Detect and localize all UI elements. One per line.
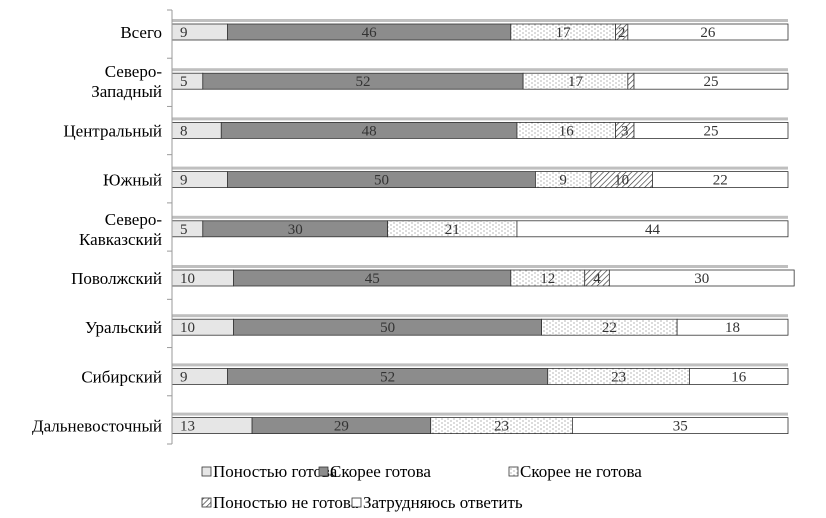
data-label: 22: [602, 320, 617, 336]
bar-segment: [689, 367, 789, 385]
legend-swatch: [201, 466, 212, 477]
legend-label: Скорее готова: [330, 462, 431, 481]
legend-swatch: [201, 497, 212, 508]
data-label: 26: [700, 25, 716, 41]
data-label: 50: [380, 320, 395, 336]
data-label: 23: [611, 369, 626, 385]
bar-shadow: [172, 19, 788, 22]
data-label: 50: [374, 173, 389, 189]
bar-shadow: [172, 265, 788, 268]
category-label: Сибирский: [81, 367, 162, 386]
bar-shadow: [172, 68, 788, 72]
bar-segment: [516, 220, 789, 238]
data-label: 9: [180, 369, 188, 385]
bar-segment: [652, 171, 789, 189]
data-label: 3: [621, 123, 629, 139]
data-label: 9: [180, 25, 188, 41]
legend-label: Скорее не готова: [520, 462, 642, 481]
data-label: 9: [559, 173, 567, 189]
bar-shadow: [172, 363, 788, 367]
bar-segment: [633, 122, 789, 139]
category-label: Северо-Кавказский: [79, 210, 162, 249]
data-label: 12: [540, 271, 555, 287]
data-label: 30: [694, 271, 709, 287]
category-label: Уральский: [85, 318, 162, 337]
bar-segment: [572, 417, 789, 435]
data-label: 45: [365, 271, 380, 287]
data-label: 10: [180, 320, 195, 336]
data-label: 17: [556, 25, 572, 41]
legend-swatch: [351, 497, 362, 508]
data-label: 22: [713, 173, 728, 189]
category-label: Поволжский: [71, 269, 162, 288]
data-label: 25: [704, 123, 719, 139]
bar-segment: [676, 318, 789, 336]
data-label: 13: [180, 419, 195, 435]
data-label: 48: [362, 123, 377, 139]
data-label: 23: [494, 419, 509, 435]
legend-swatch: [318, 466, 329, 477]
data-label: 44: [645, 222, 661, 238]
data-label: 17: [568, 74, 584, 90]
bar-segment: [627, 72, 635, 90]
bar-shadow: [172, 166, 788, 170]
data-label: 5: [180, 74, 188, 90]
data-label: 18: [725, 320, 740, 336]
y-axis: [167, 9, 173, 445]
data-label: 30: [288, 222, 303, 238]
category-label: Южный: [103, 171, 162, 190]
bar-shadow: [172, 314, 788, 318]
bar-shadow: [172, 117, 788, 121]
data-label: 8: [180, 123, 188, 139]
data-label: 10: [614, 173, 629, 189]
bars-layer: 9 46 17 2 26 5 52 17 25 8 48 16 3 25 9 50 9 10 22 5 30 21 44 10…: [171, 19, 795, 435]
legend-swatch: [508, 466, 519, 477]
category-label: Центральный: [63, 121, 162, 140]
category-label: Дальневосточный: [32, 417, 162, 436]
bar-segment: [633, 72, 789, 90]
bar-shadow: [172, 215, 788, 219]
data-label: 46: [362, 25, 378, 41]
data-label: 52: [380, 369, 395, 385]
data-label: 9: [180, 173, 188, 189]
data-label: 35: [673, 419, 688, 435]
data-label: 21: [445, 222, 460, 238]
legend-label: Поностью не готова: [213, 493, 359, 512]
bar-shadow: [172, 412, 788, 416]
category-label: Северо-Западный: [91, 62, 162, 101]
data-label: 16: [559, 123, 575, 139]
data-label: 16: [731, 369, 747, 385]
data-label: 5: [180, 222, 188, 238]
bar-segment: [608, 269, 795, 287]
legend-label: Поностью готова: [213, 462, 338, 481]
data-label: 25: [704, 74, 719, 90]
category-labels: Всего Северо-Западный Центральный Южный Севе…: [32, 23, 162, 436]
bar-segment: [627, 23, 789, 41]
data-label: 2: [618, 25, 626, 41]
data-label: 52: [355, 74, 370, 90]
category-label: Всего: [120, 23, 162, 42]
legend-label: Затрудняюсь ответить: [363, 493, 523, 512]
data-label: 10: [180, 271, 195, 287]
data-label: 29: [334, 419, 349, 435]
data-label: 4: [593, 271, 601, 287]
